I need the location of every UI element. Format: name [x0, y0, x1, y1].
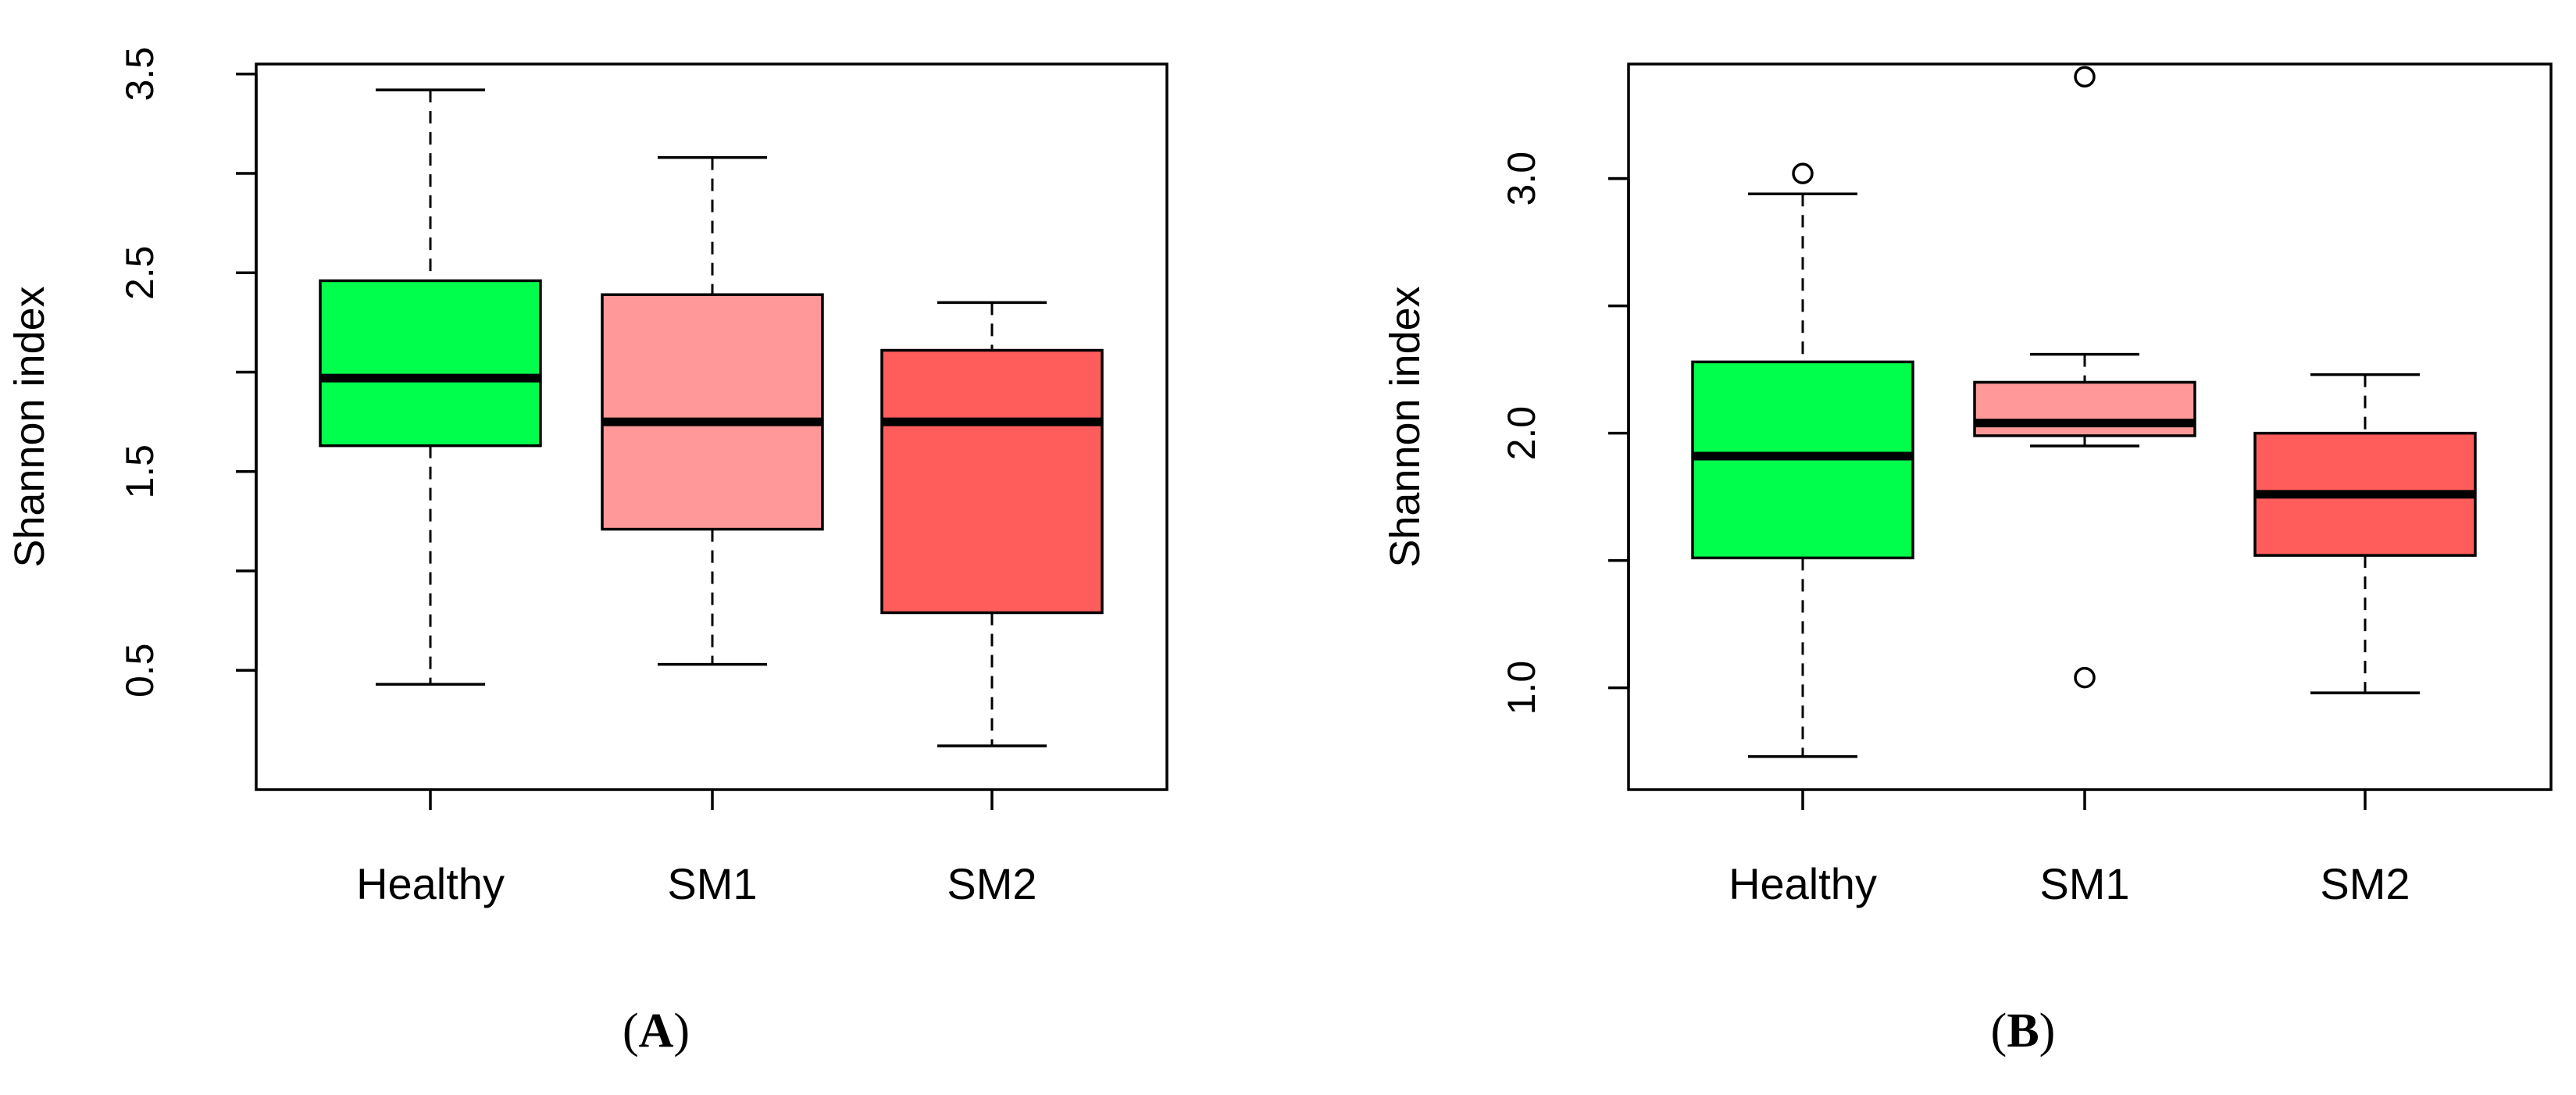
- y-tick-label: 3.5: [118, 47, 162, 102]
- outlier-point: [2074, 666, 2096, 689]
- x-tick-label-sm1: SM1: [667, 859, 757, 908]
- panel-label: (B): [1991, 1004, 2056, 1058]
- y-tick-label: 3.0: [1500, 152, 1543, 206]
- iqr-box: [1973, 380, 2196, 437]
- panel-a: 0.5 1.5 2.5 3.5 Shannon index Healthy SM1 SM2 (A…: [6, 47, 1168, 1058]
- box-sm2: [2253, 373, 2477, 694]
- x-tick-label-healthy: Healthy: [1729, 859, 1877, 908]
- y-tick-label: 2.5: [118, 245, 162, 300]
- x-tick-label-sm2: SM2: [2320, 859, 2410, 908]
- y-tick-label: 0.5: [118, 644, 162, 698]
- iqr-box: [880, 348, 1104, 615]
- panel-label: (A): [623, 1004, 690, 1058]
- y-axis-title: Shannon index: [6, 286, 53, 567]
- y-tick-label: 1.0: [1500, 661, 1543, 715]
- iqr-box: [601, 293, 824, 531]
- iqr-box: [319, 279, 542, 448]
- box-sm1: [1973, 66, 2196, 689]
- outlier-point: [2074, 66, 2096, 88]
- y-tick-label: 1.5: [118, 444, 162, 499]
- x-tick-label-sm2: SM2: [947, 859, 1036, 908]
- panel-b: 1.0 2.0 3.0 Shannon index Healthy SM1 SM2 (B): [1382, 62, 2553, 1058]
- box-sm2: [880, 301, 1104, 747]
- outlier-point: [1792, 162, 1814, 184]
- x-tick-label-sm1: SM1: [2039, 859, 2129, 908]
- y-tick-label: 2.0: [1500, 406, 1543, 461]
- box-healthy: [1691, 162, 1914, 758]
- box-healthy: [319, 88, 542, 686]
- y-axis-title: Shannon index: [1382, 286, 1429, 567]
- x-tick-label-healthy: Healthy: [356, 859, 505, 908]
- box-sm1: [601, 155, 824, 666]
